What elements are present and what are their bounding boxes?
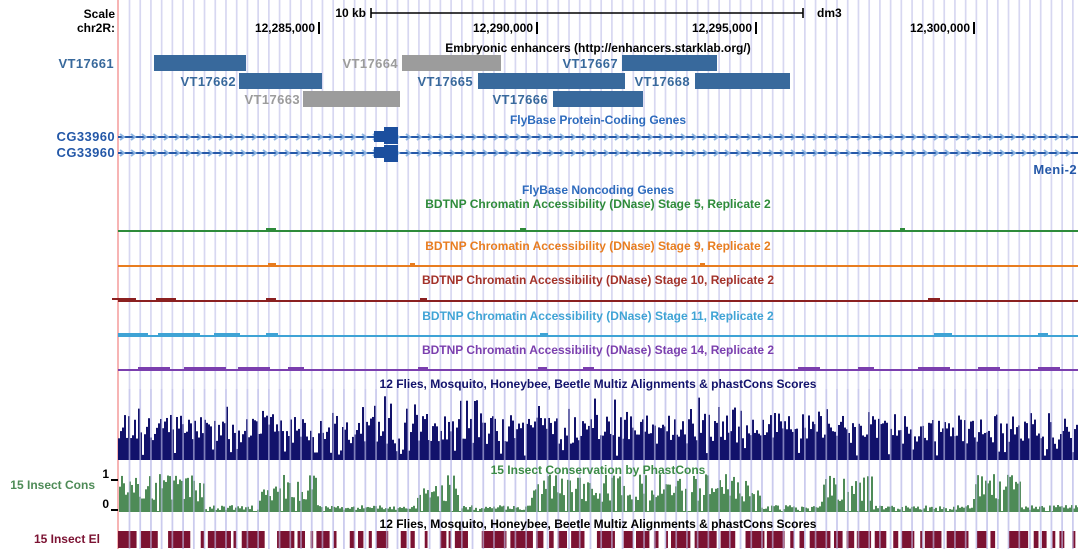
enhancer-label-vt17668[interactable]: VT17668 bbox=[634, 74, 690, 89]
enhancer-bar-vt17662[interactable] bbox=[239, 73, 322, 89]
dnase-signal-peak bbox=[1038, 367, 1060, 369]
track-title-protein-coding-genes: FlyBase Protein-Coding Genes bbox=[509, 113, 687, 127]
dnase-signal-peak bbox=[420, 298, 427, 300]
enhancer-label-vt17667[interactable]: VT17667 bbox=[562, 56, 618, 71]
phastcons-axis-max: 1 bbox=[102, 467, 109, 481]
dnase-signal-peak bbox=[158, 333, 200, 335]
dnase-signal-peak bbox=[112, 298, 136, 300]
scale-row-label: Scale bbox=[83, 7, 115, 21]
dnase-signal-peak bbox=[798, 367, 820, 369]
phastcons-track-label[interactable]: 15 Insect Cons bbox=[10, 478, 95, 492]
dnase-signal-peak bbox=[538, 367, 547, 369]
enhancer-bar-vt17667[interactable] bbox=[622, 55, 717, 71]
phastcons-axis-min: 0 bbox=[102, 497, 109, 511]
dnase-signal-peak bbox=[184, 367, 226, 369]
enhancer-bar-vt17664[interactable] bbox=[402, 55, 501, 71]
enhancer-bar-vt17665[interactable] bbox=[478, 73, 625, 89]
coordinate-tick bbox=[536, 22, 538, 34]
dnase-signal-peak bbox=[288, 367, 304, 369]
coordinate-label: 12,295,000 bbox=[691, 21, 752, 35]
enhancer-label-vt17664[interactable]: VT17664 bbox=[342, 56, 398, 71]
dnase-signal-peak bbox=[934, 333, 952, 335]
enhancer-bar-vt17661[interactable] bbox=[154, 55, 246, 71]
track-title-multiz-bottom: 12 Flies, Mosquito, Honeybee, Beetle Mul… bbox=[379, 517, 817, 531]
dnase-signal-peak bbox=[268, 263, 276, 265]
dnase-signal-peak bbox=[266, 298, 276, 300]
axis-tick-max bbox=[111, 479, 118, 481]
coordinate-tick bbox=[755, 22, 757, 34]
track-title-noncoding-genes: FlyBase Noncoding Genes bbox=[521, 183, 675, 197]
dnase-signal-line-4[interactable] bbox=[118, 369, 1078, 371]
gene-label-meni-2[interactable]: Meni-2 bbox=[1033, 162, 1077, 177]
track-title-phastcons: 15 Insect Conservation by PhastCons bbox=[490, 463, 706, 477]
track-title-multiz: 12 Flies, Mosquito, Honeybee, Beetle Mul… bbox=[379, 377, 817, 391]
dnase-signal-peak bbox=[214, 333, 240, 335]
dnase-signal-line-2[interactable] bbox=[118, 300, 1078, 302]
dnase-signal-peak bbox=[266, 228, 276, 230]
enhancer-label-vt17661[interactable]: VT17661 bbox=[58, 56, 114, 71]
dnase-signal-peak bbox=[266, 333, 278, 335]
enhancer-label-vt17666[interactable]: VT17666 bbox=[492, 92, 548, 107]
enhancer-label-vt17663[interactable]: VT17663 bbox=[244, 92, 300, 107]
enhancer-bar-vt17666[interactable] bbox=[553, 91, 643, 107]
coordinate-label: 12,290,000 bbox=[472, 21, 533, 35]
dnase-signal-peak bbox=[118, 333, 148, 335]
dnase-signal-peak bbox=[900, 228, 905, 230]
gene-label-cg33960-a[interactable]: CG33960 bbox=[56, 129, 115, 144]
dnase-signal-peak bbox=[978, 367, 1000, 369]
track-title-dnase-stage10: BDTNP Chromatin Accessibility (DNase) St… bbox=[421, 273, 775, 287]
track-title-dnase-stage9: BDTNP Chromatin Accessibility (DNase) St… bbox=[425, 239, 771, 253]
track-title-dnase-stage11: BDTNP Chromatin Accessibility (DNase) St… bbox=[422, 309, 774, 323]
track-title-dnase-stage5: BDTNP Chromatin Accessibility (DNase) St… bbox=[425, 197, 771, 211]
dnase-signal-peak bbox=[138, 367, 170, 369]
dnase-signal-peak bbox=[410, 263, 415, 265]
dnase-signal-peak bbox=[583, 367, 594, 369]
enhancer-bar-vt17668[interactable] bbox=[695, 73, 790, 89]
dnase-signal-peak bbox=[520, 228, 526, 230]
enhancer-label-vt17665[interactable]: VT17665 bbox=[417, 74, 473, 89]
coordinate-label: 12,285,000 bbox=[254, 21, 315, 35]
coordinate-tick bbox=[318, 22, 320, 34]
dnase-signal-peak bbox=[858, 367, 874, 369]
gene-label-cg33960-b[interactable]: CG33960 bbox=[56, 145, 115, 160]
chromosome-label: chr2R: bbox=[76, 21, 115, 35]
scale-value-label: 10 kb bbox=[335, 6, 366, 20]
dnase-signal-peak bbox=[238, 367, 270, 369]
enhancer-label-vt17662[interactable]: VT17662 bbox=[180, 74, 236, 89]
dnase-signal-peak bbox=[1038, 333, 1048, 335]
dnase-signal-peak bbox=[918, 367, 950, 369]
track-title-embryonic-enhancers: Embryonic enhancers (http://enhancers.st… bbox=[445, 41, 751, 55]
coordinate-tick bbox=[973, 22, 975, 34]
dnase-signal-line-1[interactable] bbox=[118, 265, 1078, 267]
assembly-label: dm3 bbox=[817, 6, 842, 20]
dnase-signal-peak bbox=[540, 333, 548, 335]
dnase-signal-peak bbox=[700, 263, 705, 265]
coordinate-label: 12,300,000 bbox=[909, 21, 970, 35]
enhancer-bar-vt17663[interactable] bbox=[303, 91, 400, 107]
dnase-signal-peak bbox=[156, 298, 176, 300]
insect-elements-track-label[interactable]: 15 Insect El bbox=[33, 532, 100, 546]
dnase-signal-peak bbox=[418, 367, 428, 369]
dnase-signal-line-3[interactable] bbox=[118, 335, 1078, 337]
axis-tick-min bbox=[111, 509, 118, 511]
track-title-dnase-stage14: BDTNP Chromatin Accessibility (DNase) St… bbox=[421, 343, 775, 357]
dnase-signal-peak bbox=[928, 298, 940, 300]
dnase-signal-line-0[interactable] bbox=[118, 230, 1078, 232]
window-edge-line bbox=[117, 0, 119, 549]
